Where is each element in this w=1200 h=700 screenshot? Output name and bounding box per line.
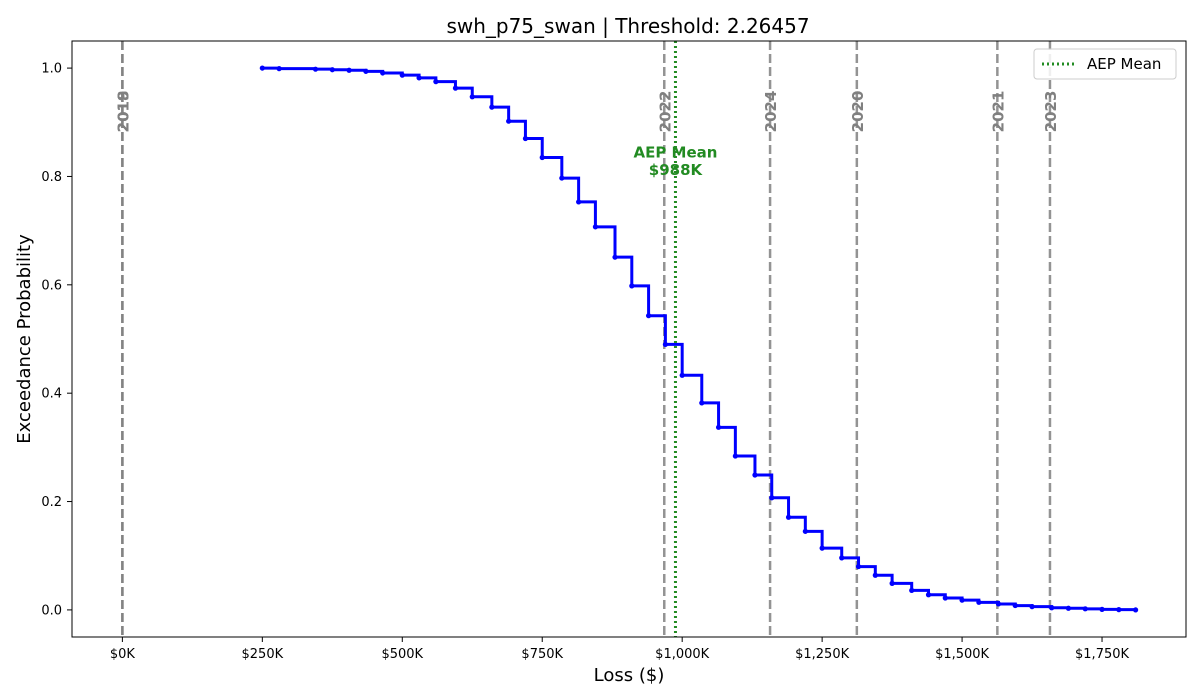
data-point-4 bbox=[346, 67, 352, 73]
y-axis-label: Exceedance Probability bbox=[14, 234, 35, 444]
legend-box bbox=[1033, 48, 1177, 80]
event-label-2018: 2018 bbox=[114, 91, 132, 133]
data-point-13 bbox=[506, 118, 512, 124]
event-label-2022: 2022 bbox=[656, 91, 674, 133]
x-axis: $0K $250K $500K $750K $1,000K $1,250K $1,500K $… bbox=[110, 637, 1130, 662]
data-point-12 bbox=[489, 104, 495, 110]
data-point-33 bbox=[855, 563, 862, 570]
event-label-2021: 2021 bbox=[989, 91, 1007, 133]
data-point-42 bbox=[1012, 602, 1018, 609]
data-point-40 bbox=[976, 599, 982, 605]
data-point-44 bbox=[1049, 605, 1055, 611]
data-point-31 bbox=[819, 545, 825, 551]
y-tick-label: 0.0 bbox=[41, 603, 62, 618]
data-point-36 bbox=[909, 587, 915, 594]
data-point-21 bbox=[645, 313, 652, 319]
data-point-41 bbox=[995, 601, 1002, 607]
data-point-48 bbox=[1116, 607, 1122, 613]
data-point-46 bbox=[1082, 606, 1088, 612]
data-point-0 bbox=[259, 65, 265, 71]
data-point-45 bbox=[1065, 605, 1072, 611]
data-point-32 bbox=[839, 555, 845, 561]
data-point-6 bbox=[380, 70, 386, 76]
data-point-28 bbox=[769, 495, 775, 501]
data-point-47 bbox=[1099, 606, 1105, 612]
data-point-9 bbox=[433, 79, 439, 85]
x-tick-label: $1,500K bbox=[935, 647, 989, 662]
data-point-16 bbox=[559, 175, 565, 181]
data-point-22 bbox=[662, 341, 668, 348]
data-point-11 bbox=[469, 94, 475, 100]
legend-entry-aep-mean: AEP Mean bbox=[1087, 55, 1161, 73]
data-point-38 bbox=[942, 595, 948, 601]
data-point-14 bbox=[522, 135, 529, 142]
data-point-1 bbox=[276, 66, 282, 72]
data-point-37 bbox=[925, 592, 932, 598]
data-point-23 bbox=[679, 372, 685, 378]
data-point-24 bbox=[699, 400, 705, 406]
data-point-10 bbox=[452, 85, 459, 91]
event-label-2024: 2024 bbox=[762, 91, 780, 133]
y-tick-label: 0.2 bbox=[41, 495, 62, 510]
data-point-43 bbox=[1029, 604, 1035, 610]
data-point-26 bbox=[732, 453, 738, 459]
x-tick-label: $500K bbox=[381, 647, 423, 662]
event-label-2023: 2023 bbox=[1042, 91, 1060, 133]
data-point-15 bbox=[539, 154, 545, 161]
data-point-25 bbox=[715, 424, 722, 430]
y-axis: 0.0 0.2 0.4 0.6 0.8 1.0 bbox=[41, 62, 72, 618]
data-point-5 bbox=[363, 68, 369, 74]
data-point-7 bbox=[399, 72, 405, 78]
x-tick-label: $250K bbox=[242, 647, 284, 662]
x-tick-label: $750K bbox=[521, 647, 563, 662]
y-tick-label: 0.8 bbox=[41, 170, 62, 185]
data-point-39 bbox=[959, 597, 965, 603]
aep-mean-value: $988K bbox=[649, 161, 704, 179]
plot-area: 2019201820222024202020212023AEP Mean$988… bbox=[114, 41, 1139, 637]
event-label-2020: 2020 bbox=[849, 91, 867, 133]
x-tick-label: $1,750K bbox=[1075, 647, 1129, 662]
y-tick-label: 1.0 bbox=[41, 62, 62, 77]
chart-title: swh_p75_swan | Threshold: 2.26457 bbox=[446, 14, 809, 38]
data-point-19 bbox=[612, 254, 618, 260]
x-tick-label: $0K bbox=[110, 647, 136, 662]
data-point-49 bbox=[1133, 607, 1139, 613]
data-point-8 bbox=[416, 75, 422, 81]
x-tick-label: $1,000K bbox=[655, 647, 709, 662]
data-point-18 bbox=[592, 224, 599, 230]
data-point-2 bbox=[312, 66, 319, 72]
data-point-35 bbox=[889, 580, 895, 586]
data-point-27 bbox=[752, 472, 758, 478]
data-point-20 bbox=[629, 283, 635, 289]
y-tick-label: 0.6 bbox=[41, 278, 62, 293]
plot-frame bbox=[71, 40, 1187, 638]
legend: AEP Mean bbox=[1033, 48, 1177, 80]
data-point-29 bbox=[785, 514, 792, 520]
data-point-30 bbox=[802, 528, 808, 534]
data-point-3 bbox=[329, 67, 335, 73]
x-tick-label: $1,250K bbox=[795, 647, 849, 662]
data-point-34 bbox=[872, 572, 878, 578]
x-axis-label: Loss ($) bbox=[594, 665, 665, 686]
aep-mean-label: AEP Mean bbox=[633, 143, 717, 161]
data-point-17 bbox=[576, 199, 582, 205]
y-tick-label: 0.4 bbox=[41, 387, 62, 402]
